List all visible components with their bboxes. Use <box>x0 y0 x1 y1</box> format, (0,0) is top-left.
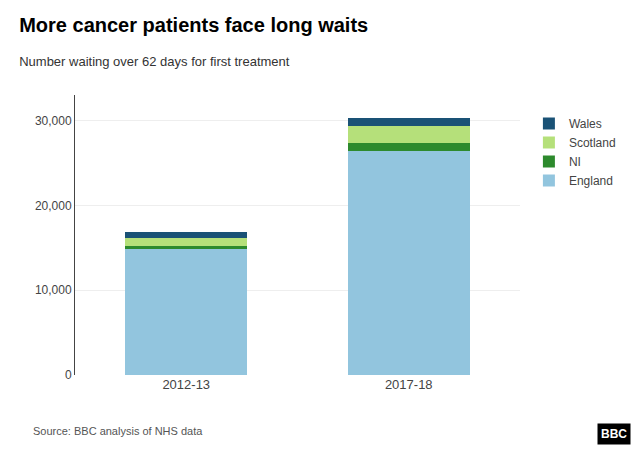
svg-text:2017-18: 2017-18 <box>385 377 433 392</box>
svg-text:10,000: 10,000 <box>35 283 72 297</box>
svg-text:NI: NI <box>569 155 581 169</box>
svg-text:2012-13: 2012-13 <box>162 377 210 392</box>
svg-text:Number waiting over 62 days fo: Number waiting over 62 days for first tr… <box>19 54 290 69</box>
svg-text:More cancer patients face long: More cancer patients face long waits <box>19 14 368 36</box>
svg-text:Source: BBC analysis of NHS da: Source: BBC analysis of NHS data <box>33 425 203 437</box>
svg-text:20,000: 20,000 <box>35 199 72 213</box>
svg-text:England: England <box>569 174 613 188</box>
svg-text:Scotland: Scotland <box>569 136 616 150</box>
svg-text:0: 0 <box>65 368 72 382</box>
svg-text:Wales: Wales <box>569 117 602 131</box>
svg-text:30,000: 30,000 <box>35 114 72 128</box>
svg-text:BBC: BBC <box>601 427 627 441</box>
